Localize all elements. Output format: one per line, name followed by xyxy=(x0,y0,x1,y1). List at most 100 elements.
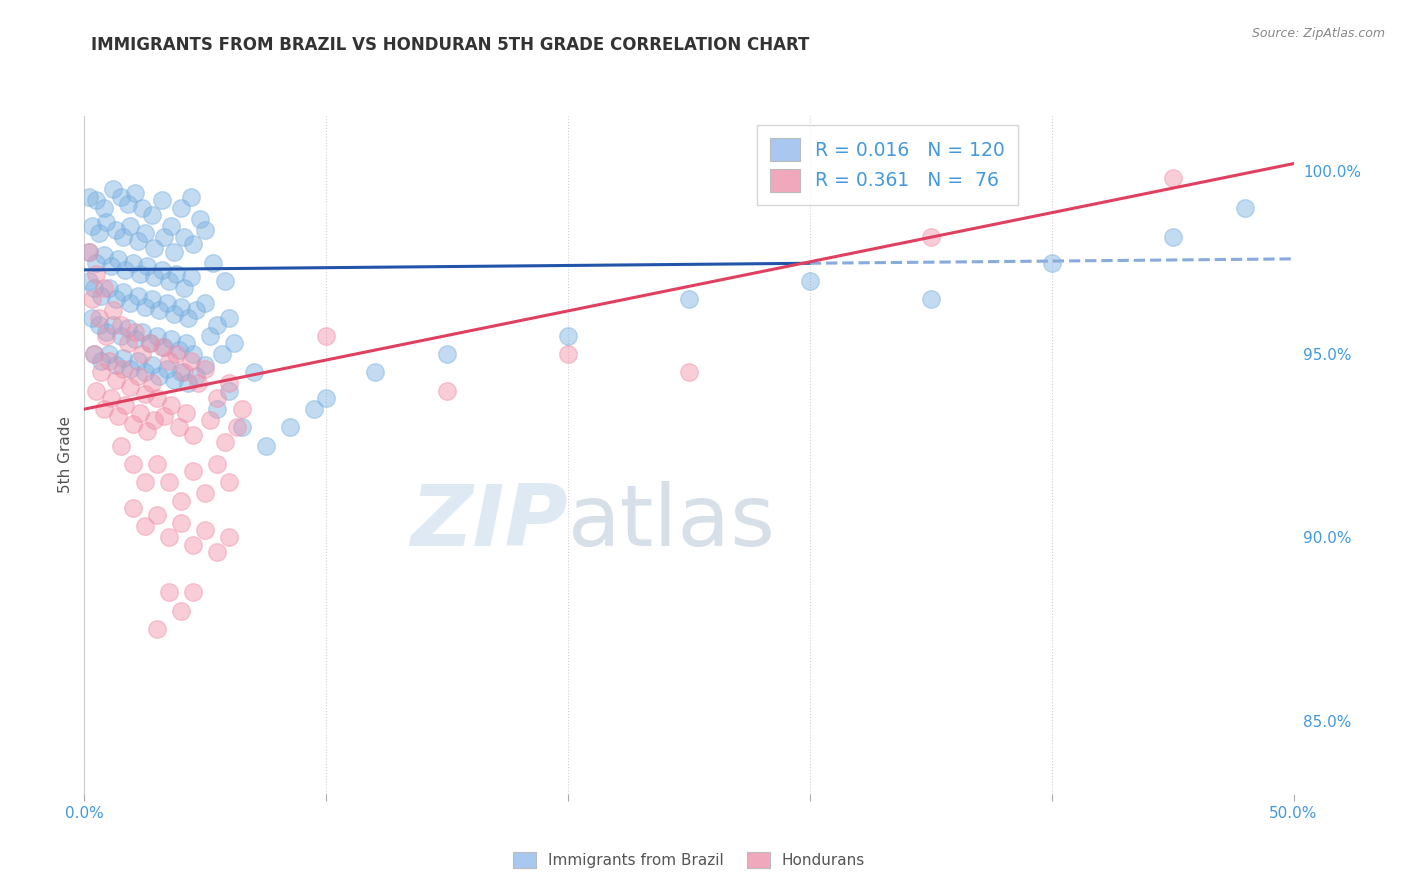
Point xyxy=(83,347,105,361)
Point xyxy=(93,281,115,295)
Text: IMMIGRANTS FROM BRAZIL VS HONDURAN 5TH GRADE CORRELATION CHART: IMMIGRANTS FROM BRAZIL VS HONDURAN 5TH G… xyxy=(91,36,810,54)
Point xyxy=(86,267,108,281)
Point xyxy=(136,259,159,273)
Point xyxy=(170,201,193,215)
Point xyxy=(173,281,195,295)
Point xyxy=(184,369,207,384)
Point xyxy=(148,303,170,318)
Point xyxy=(110,328,132,343)
Point xyxy=(138,336,160,351)
Point xyxy=(143,270,166,285)
Point xyxy=(146,508,169,523)
Point xyxy=(173,230,195,244)
Point xyxy=(180,189,202,203)
Point xyxy=(678,292,700,306)
Point xyxy=(93,248,115,262)
Point xyxy=(114,263,136,277)
Point xyxy=(174,336,197,351)
Point xyxy=(86,384,108,398)
Point xyxy=(153,230,176,244)
Point xyxy=(211,347,233,361)
Point xyxy=(165,267,187,281)
Point xyxy=(127,288,149,302)
Point xyxy=(112,285,135,299)
Point xyxy=(167,343,190,358)
Point xyxy=(436,347,458,361)
Point xyxy=(218,376,240,391)
Point xyxy=(218,310,240,325)
Point xyxy=(231,420,253,434)
Point xyxy=(920,230,942,244)
Text: atlas: atlas xyxy=(568,481,776,565)
Point xyxy=(214,435,236,450)
Point xyxy=(146,328,169,343)
Point xyxy=(134,300,156,314)
Point xyxy=(97,281,120,295)
Point xyxy=(278,420,301,434)
Point xyxy=(83,281,105,295)
Point xyxy=(557,328,579,343)
Point xyxy=(207,318,229,332)
Point xyxy=(127,369,149,384)
Point xyxy=(157,274,180,288)
Point xyxy=(181,427,204,442)
Point xyxy=(207,391,229,405)
Point xyxy=(165,347,187,361)
Point xyxy=(224,336,246,351)
Point xyxy=(173,366,195,380)
Point xyxy=(93,201,115,215)
Point xyxy=(134,475,156,490)
Point xyxy=(134,519,156,533)
Point xyxy=(134,387,156,401)
Point xyxy=(150,263,173,277)
Point xyxy=(121,255,143,269)
Point xyxy=(218,530,240,544)
Point xyxy=(120,219,142,233)
Point xyxy=(218,384,240,398)
Point xyxy=(157,530,180,544)
Point xyxy=(114,399,136,413)
Point xyxy=(121,417,143,431)
Point xyxy=(117,336,139,351)
Point xyxy=(181,585,204,599)
Point xyxy=(363,366,385,380)
Point xyxy=(170,493,193,508)
Point xyxy=(103,303,125,318)
Point xyxy=(141,376,163,391)
Point xyxy=(180,270,202,285)
Point xyxy=(127,354,149,368)
Point xyxy=(93,402,115,417)
Point xyxy=(302,402,325,417)
Point xyxy=(77,244,100,259)
Point xyxy=(207,457,229,471)
Point xyxy=(198,413,221,427)
Point xyxy=(160,399,183,413)
Point xyxy=(136,424,159,438)
Point xyxy=(129,406,152,420)
Point xyxy=(181,464,204,478)
Point xyxy=(87,226,110,240)
Legend: Immigrants from Brazil, Hondurans: Immigrants from Brazil, Hondurans xyxy=(506,846,872,874)
Point xyxy=(194,486,217,500)
Point xyxy=(90,288,112,302)
Point xyxy=(201,255,224,269)
Point xyxy=(77,244,100,259)
Point xyxy=(124,333,146,347)
Point xyxy=(80,292,103,306)
Point xyxy=(315,328,337,343)
Point xyxy=(141,358,163,372)
Point xyxy=(104,292,127,306)
Point xyxy=(143,241,166,255)
Point xyxy=(207,402,229,417)
Point xyxy=(1161,171,1184,186)
Point xyxy=(97,347,120,361)
Point xyxy=(167,420,190,434)
Point xyxy=(131,347,153,361)
Point xyxy=(190,211,212,226)
Point xyxy=(181,237,204,252)
Point xyxy=(121,457,143,471)
Point xyxy=(146,622,169,636)
Point xyxy=(124,186,146,200)
Point xyxy=(155,361,177,376)
Point xyxy=(94,215,117,229)
